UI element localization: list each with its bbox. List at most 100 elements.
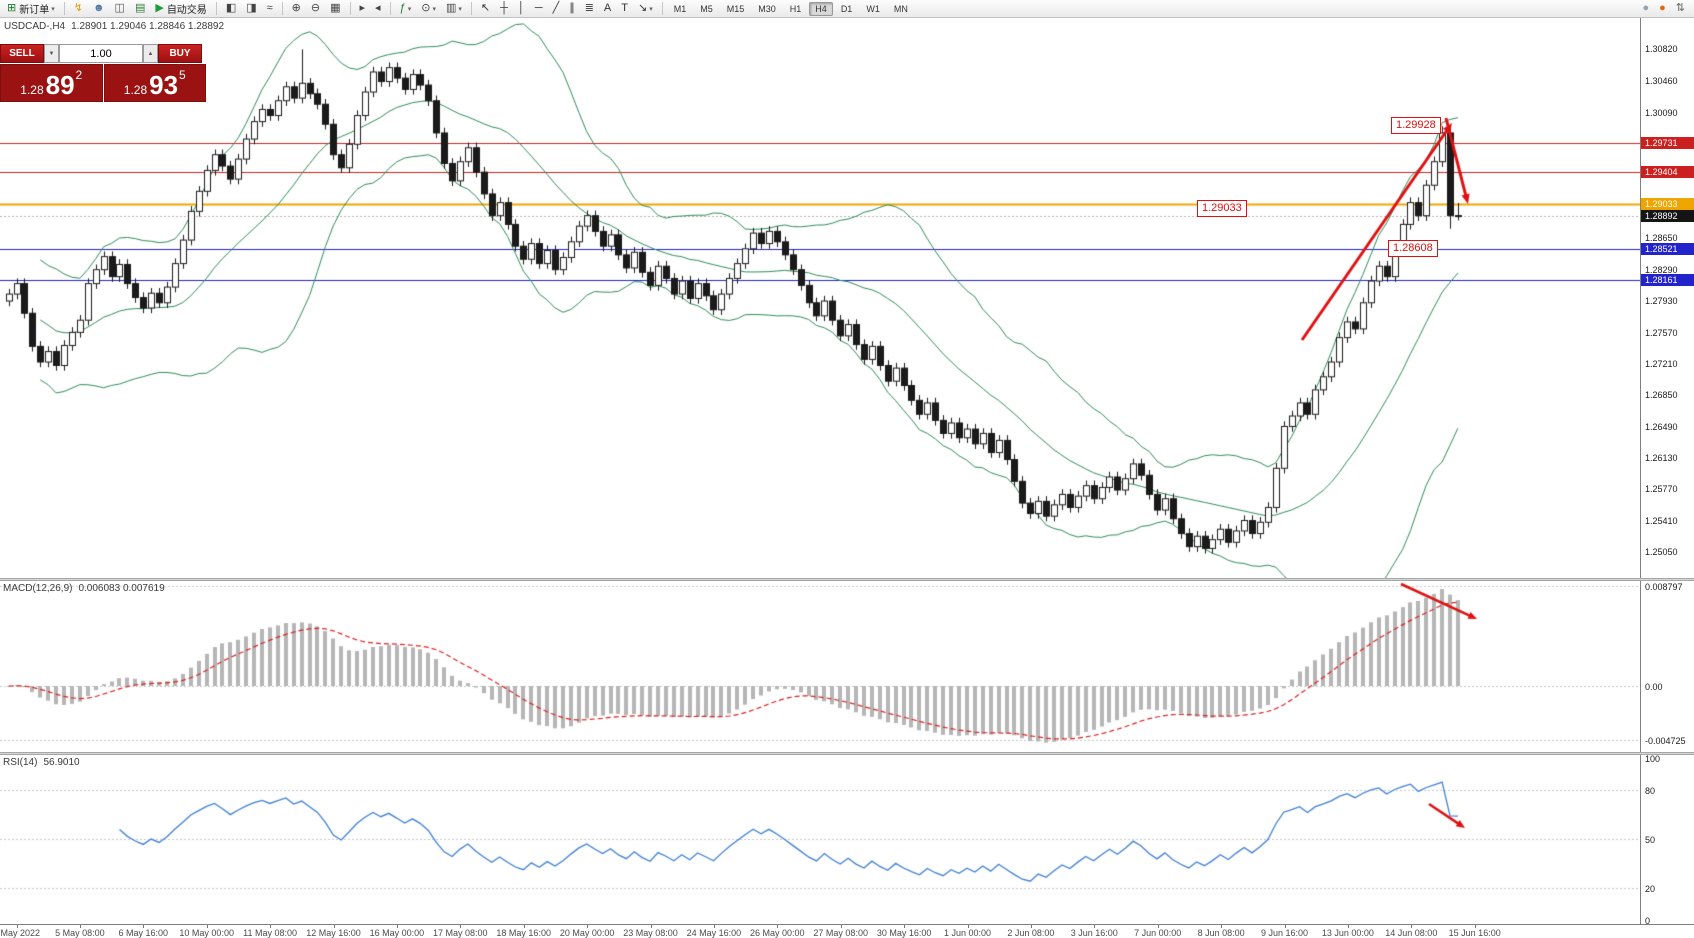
- buy-price-button[interactable]: 1.28 93 5: [103, 64, 206, 102]
- label-tool[interactable]: T: [617, 0, 632, 17]
- periods-button-glyph: ⊙: [421, 2, 431, 14]
- time-axis-label: 30 May 16:00: [876, 928, 932, 938]
- cursor-tool-glyph: ↖: [480, 2, 491, 14]
- rsi-header: RSI(14) 56.9010: [3, 757, 80, 768]
- community-icon[interactable]: ●: [1638, 0, 1653, 17]
- time-axis-label: 14 Jun 08:00: [1385, 928, 1438, 938]
- volume-up-button[interactable]: ▲: [143, 44, 158, 63]
- time-axis-tick: [904, 925, 905, 928]
- channel-tool-glyph: ∥: [569, 2, 575, 14]
- tile-windows-icon[interactable]: ▦: [326, 0, 344, 17]
- time-axis-tick: [1475, 925, 1476, 928]
- chart-bars-icon[interactable]: ◧: [222, 0, 240, 17]
- price-tick-label: 1.28650: [1645, 233, 1678, 244]
- timeframe-mn-button[interactable]: MN: [893, 3, 908, 14]
- timeframe-m15-button[interactable]: M15: [726, 3, 745, 14]
- time-axis[interactable]: 4 May 2022 5 May 08:00 6 May 16:00 10 May 0…: [0, 924, 1694, 938]
- rsi-axis-label: 80: [1645, 786, 1656, 797]
- new-order-button-label: 新订单: [19, 5, 50, 16]
- price-chart-canvas[interactable]: [0, 18, 1640, 578]
- macd-axis-label: 0.008797: [1645, 582, 1683, 592]
- time-axis-label: 10 May 00:00: [179, 928, 234, 938]
- annotation-high-price[interactable]: 1.29928: [1391, 117, 1441, 134]
- toolbar-right: ● ● ⇅: [1637, 0, 1690, 17]
- timeframe-m1-button[interactable]: M1: [673, 3, 687, 14]
- toolbar-scroll-icon[interactable]: ⇅: [1672, 0, 1689, 17]
- live-status-icon[interactable]: ●: [1655, 0, 1670, 17]
- toolbar-separator: [215, 2, 217, 15]
- annotation-pivot-price[interactable]: 1.29033: [1197, 200, 1247, 217]
- text-tool[interactable]: A: [600, 0, 615, 17]
- sell-price-prefix: 1.28: [20, 83, 44, 97]
- vertical-line-tool[interactable]: │: [514, 0, 529, 17]
- time-axis-label: 16 May 00:00: [369, 928, 425, 938]
- macd-axis-label: -0.004725: [1645, 736, 1686, 746]
- price-tick-label: 1.30820: [1645, 44, 1678, 55]
- templates-button[interactable]: ▥ ▾: [442, 0, 466, 17]
- new-order-button[interactable]: ⊞ 新订单 ▾: [3, 0, 59, 17]
- annotation-support-price[interactable]: 1.28608: [1388, 240, 1438, 257]
- horizontal-line-tool[interactable]: ─: [531, 0, 547, 17]
- fibonacci-tool[interactable]: ≣: [581, 0, 598, 17]
- price-tick-label: 1.27930: [1645, 296, 1678, 307]
- templates-button-caret[interactable]: ▾: [458, 5, 462, 13]
- cursor-tool[interactable]: ↖: [477, 0, 494, 17]
- time-axis-tick: [270, 925, 271, 928]
- trendline-tool-glyph: ╱: [552, 2, 560, 14]
- timeframe-h4-button[interactable]: H4: [809, 1, 833, 16]
- chart-line-icon[interactable]: ≈: [263, 0, 277, 17]
- trendline-tool[interactable]: ╱: [549, 0, 564, 17]
- arrows-tool[interactable]: ↘ ▾: [634, 0, 657, 17]
- tile-windows-icon-glyph: ▦: [330, 2, 341, 14]
- sell-price-button[interactable]: 1.28 89 2: [0, 64, 103, 102]
- timeframe-w1-button[interactable]: W1: [866, 3, 880, 14]
- toolbar-scroll-icon-glyph: ⇅: [1675, 2, 1685, 14]
- panel-splitter-macd[interactable]: [0, 578, 1694, 581]
- sell-button[interactable]: SELL: [0, 44, 44, 63]
- autotrading-button[interactable]: ▶ 自动交易: [151, 0, 210, 17]
- new-chart-icon[interactable]: ◫: [111, 0, 129, 17]
- arrows-tool-caret[interactable]: ▾: [649, 5, 653, 13]
- volume-input[interactable]: [59, 44, 143, 63]
- time-axis-label: 3 Jun 16:00: [1070, 928, 1118, 938]
- time-axis-label: 24 May 16:00: [686, 928, 742, 938]
- fibonacci-tool-glyph: ≣: [584, 2, 594, 14]
- chart-candles-icon[interactable]: ◨: [242, 0, 260, 17]
- time-axis-label: 9 Jun 16:00: [1260, 928, 1309, 938]
- charts-lightning-icon[interactable]: ↯: [70, 0, 87, 17]
- crosshair-tool[interactable]: ┼: [496, 0, 512, 17]
- timeframe-m30-button[interactable]: M30: [758, 3, 776, 14]
- buy-button[interactable]: BUY: [158, 44, 202, 63]
- price-tick-label: 1.27570: [1645, 327, 1678, 338]
- periods-button-caret[interactable]: ▾: [432, 5, 436, 13]
- timeframe-h1-button[interactable]: H1: [789, 3, 802, 14]
- volume-down-button[interactable]: ▼: [44, 44, 59, 63]
- price-axis[interactable]: 1.30820 1.30460 1.30090 1.28650 1.28290 1.279…: [1640, 18, 1694, 926]
- time-axis-label: 8 Jun 08:00: [1197, 928, 1245, 938]
- rsi-indicator-canvas[interactable]: [0, 755, 1640, 924]
- timeframe-d1-button[interactable]: D1: [840, 3, 853, 14]
- panel-splitter-rsi[interactable]: [0, 752, 1694, 755]
- chart-shift-button[interactable]: ◂: [371, 0, 385, 17]
- zoom-in-button[interactable]: ⊕: [288, 0, 305, 17]
- channel-tool[interactable]: ∥: [565, 0, 579, 17]
- timeframe-m5-button[interactable]: M5: [700, 3, 713, 14]
- new-chart-icon-glyph: ◫: [114, 2, 125, 14]
- time-axis-tick: [841, 925, 842, 928]
- support-tag-2: 1.28161: [1641, 274, 1694, 287]
- new-order-button-caret[interactable]: ▾: [51, 5, 55, 13]
- profiles-icon-glyph: ▤: [134, 2, 146, 14]
- accounts-icon[interactable]: ☻: [89, 0, 109, 17]
- profiles-icon[interactable]: ▤: [131, 0, 149, 17]
- indicators-button-caret[interactable]: ▾: [407, 5, 412, 13]
- zoom-out-button[interactable]: ⊖: [307, 0, 324, 17]
- periods-button[interactable]: ⊙ ▾: [417, 0, 440, 17]
- time-axis-tick: [143, 925, 144, 928]
- time-axis-tick: [587, 925, 588, 928]
- auto-scroll-button-glyph: ▸: [359, 2, 366, 14]
- macd-indicator-canvas[interactable]: [0, 581, 1640, 752]
- time-axis-label: 1 Jun 00:00: [943, 928, 992, 938]
- auto-scroll-button[interactable]: ▸: [356, 0, 370, 17]
- time-axis-tick: [1411, 925, 1412, 928]
- indicators-button[interactable]: ƒ ▾: [396, 0, 416, 17]
